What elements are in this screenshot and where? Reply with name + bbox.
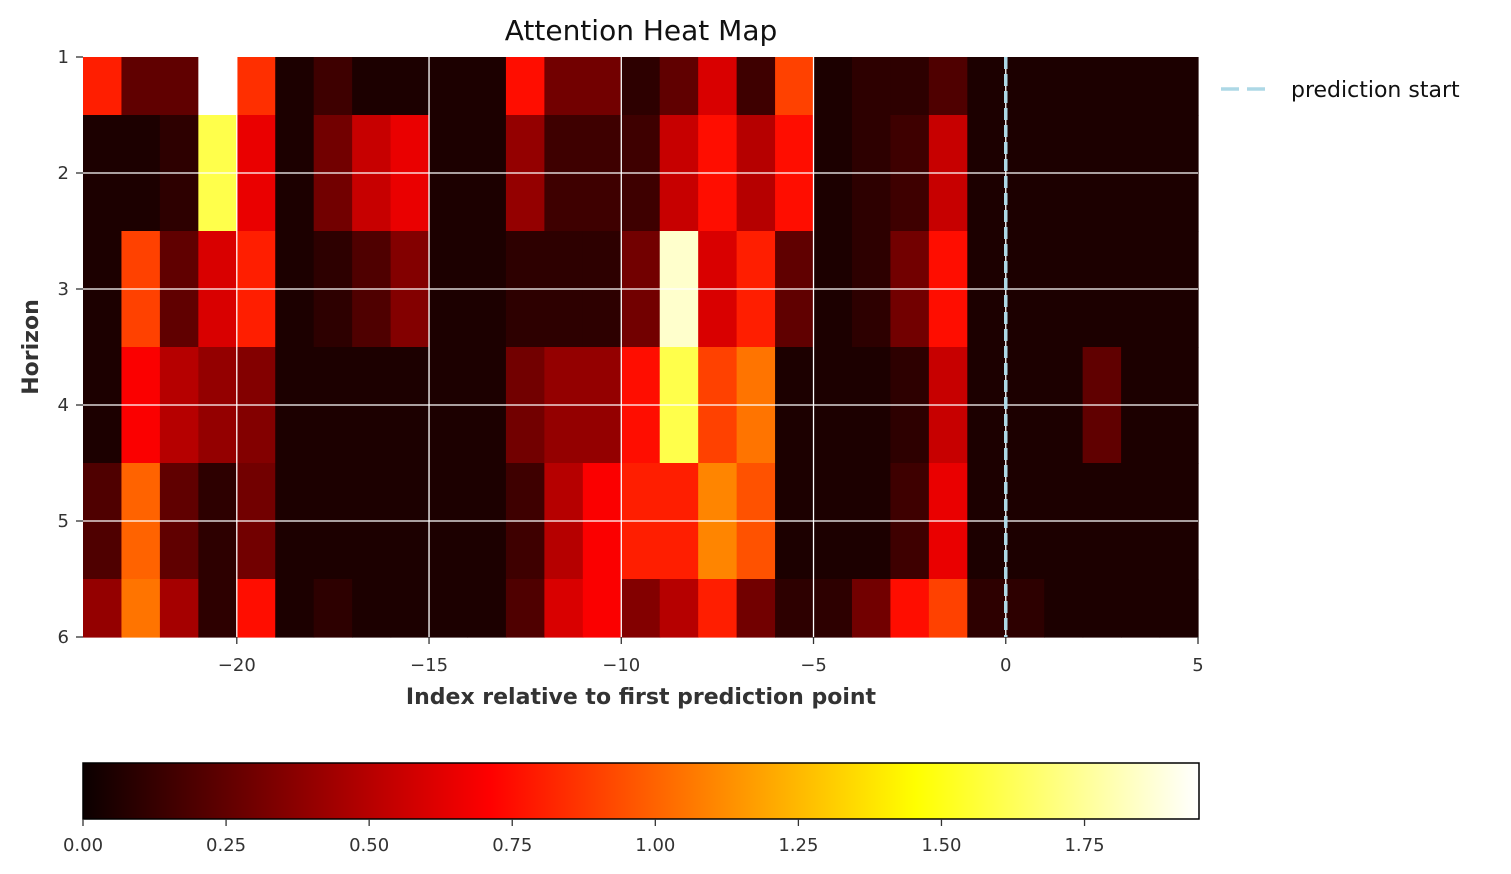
heatmap-cell (1159, 57, 1199, 116)
x-axis: −20 −15 −10 −5 0 5 (218, 637, 1204, 676)
colorbar-tick-label: 1.75 (1064, 835, 1104, 856)
colorbar-tick-label: 0.50 (349, 835, 389, 856)
heatmap-cell (698, 579, 738, 638)
colorbar-tick-label: 1.25 (778, 835, 818, 856)
chart-title: Attention Heat Map (505, 14, 778, 47)
heatmap-cell (544, 57, 584, 116)
heatmap-cell (159, 57, 199, 116)
heatmap-cells (83, 57, 1199, 638)
x-tick-label: −5 (800, 655, 827, 676)
y-tick-label: 5 (58, 511, 69, 532)
heatmap-cell (275, 57, 315, 116)
heatmap-cell (1044, 579, 1084, 638)
heatmap-cell (429, 57, 469, 116)
heatmap-cell (313, 579, 353, 638)
heatmap-cell (275, 579, 315, 638)
heatmap-cell (1044, 57, 1084, 116)
heatmap-cell (736, 57, 776, 116)
colorbar-tick-label: 1.00 (635, 835, 675, 856)
heatmap-cell (1121, 57, 1161, 116)
heatmap-cell (621, 579, 661, 638)
colorbar: 0.00 0.25 0.50 0.75 1.00 1.25 1.50 1.75 (63, 762, 1200, 856)
heatmap-cell (467, 57, 507, 116)
x-tick-label: −10 (602, 655, 640, 676)
heatmap-cell (159, 579, 199, 638)
y-tick-label: 1 (58, 47, 69, 68)
y-axis-label: Horizon (19, 299, 44, 395)
heatmap-cell (83, 57, 123, 116)
legend-label: prediction start (1291, 78, 1460, 103)
heatmap-cell (236, 579, 276, 638)
heatmap-cell (928, 57, 968, 116)
colorbar-tick-label: 0.00 (63, 835, 103, 856)
heatmap-cell (967, 57, 1007, 116)
colorbar-gradient (82, 762, 1200, 820)
heatmap-cell (621, 57, 661, 116)
legend: prediction start (1221, 78, 1460, 103)
heatmap-cell (1082, 57, 1122, 116)
heatmap-cell (198, 579, 238, 638)
heatmap-cell (659, 57, 699, 116)
heatmap-cell (390, 579, 430, 638)
heatmap-cell (121, 57, 161, 116)
heatmap-cell (1121, 579, 1161, 638)
x-tick-label: 0 (1000, 655, 1011, 676)
x-tick-label: −15 (410, 655, 448, 676)
heatmap-cell (890, 579, 930, 638)
heatmap-cell (928, 579, 968, 638)
heatmap-cell (313, 57, 353, 116)
y-tick-label: 2 (58, 163, 69, 184)
heatmap-cell (352, 579, 392, 638)
y-axis: 1 2 3 4 5 6 (58, 47, 83, 648)
heatmap-cell (851, 579, 892, 638)
heatmap-cell (659, 579, 699, 638)
colorbar-tick-label: 0.25 (206, 835, 246, 856)
heatmap-cell (890, 57, 930, 116)
heatmap-cell (1005, 57, 1045, 116)
heatmap-cell (698, 57, 738, 116)
heatmap-cell (813, 57, 853, 116)
heatmap-cell (813, 579, 853, 638)
heatmap-cell (505, 57, 545, 116)
y-tick-label: 6 (58, 627, 69, 648)
heatmap-cell (121, 579, 161, 638)
heatmap-cell (429, 579, 469, 638)
heatmap-cell (736, 579, 776, 638)
heatmap-cell (83, 579, 123, 638)
heatmap-cell (236, 57, 276, 116)
heatmap-cell (1082, 579, 1122, 638)
heatmap-cell (582, 57, 622, 116)
heatmap-cell (198, 57, 238, 116)
heatmap-cell (352, 57, 392, 116)
colorbar-ticks: 0.00 0.25 0.50 0.75 1.00 1.25 1.50 1.75 (63, 819, 1105, 856)
x-axis-label: Index relative to first prediction point (406, 685, 877, 710)
heatmap-cell (390, 57, 430, 116)
x-tick-label: 5 (1192, 655, 1203, 676)
heatmap-cell (967, 579, 1007, 638)
colorbar-tick-label: 1.50 (921, 835, 961, 856)
y-tick-label: 4 (58, 395, 69, 416)
x-tick-label: −20 (218, 655, 256, 676)
heatmap-cell (851, 57, 892, 116)
colorbar-tick-label: 0.75 (492, 835, 532, 856)
heatmap-cell (1005, 579, 1045, 638)
heatmap-cell (505, 579, 545, 638)
heatmap-cell (544, 579, 584, 638)
heatmap-cell (582, 579, 622, 638)
heatmap-cell (1159, 579, 1199, 638)
heatmap-cell (775, 579, 815, 638)
heatmap-cell (467, 579, 507, 638)
y-tick-label: 3 (58, 279, 69, 300)
heatmap-cell (775, 57, 815, 116)
